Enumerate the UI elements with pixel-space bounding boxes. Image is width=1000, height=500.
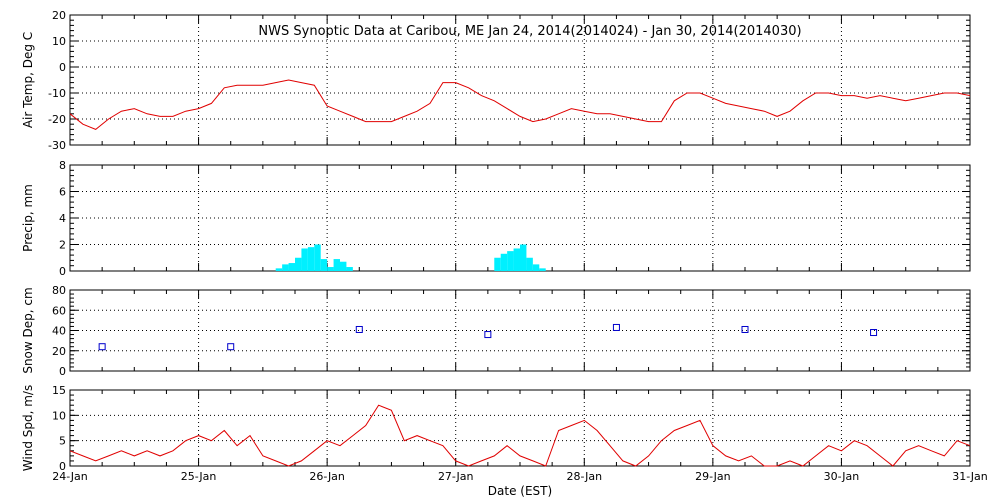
- precip-bar: [494, 257, 501, 271]
- precip-bar: [513, 248, 520, 271]
- precip-bar: [307, 247, 315, 271]
- wind-speed-ytick-label: 10: [52, 409, 66, 422]
- wind-speed-axis-label: Wind Spd, m/s: [21, 385, 35, 471]
- precip-bar: [327, 267, 334, 271]
- snow-depth-point: [870, 329, 878, 337]
- precip-ytick-label: 6: [59, 186, 66, 199]
- precip-bar: [288, 263, 295, 271]
- air-temp-ytick-label: 20: [52, 9, 66, 22]
- snow-depth-point: [484, 331, 492, 339]
- precip-bar: [275, 268, 283, 271]
- x-tick-label: 28-Jan: [567, 470, 603, 483]
- precip-bar: [301, 248, 308, 271]
- snow-depth-ytick-label: 80: [52, 284, 66, 297]
- precip-bar: [500, 253, 508, 271]
- wind-speed-series-line: [69, 404, 971, 467]
- air-temp-ytick-label: -10: [48, 87, 66, 100]
- precip-ytick-label: 2: [59, 239, 66, 252]
- precip-bar: [295, 257, 302, 271]
- snow-depth-ytick-label: 20: [52, 345, 66, 358]
- precip-ytick-label: 4: [59, 212, 66, 225]
- precip-bar: [520, 244, 527, 271]
- precip-bar: [532, 264, 540, 271]
- precip-bar: [526, 257, 533, 271]
- snow-depth-point: [98, 343, 106, 351]
- x-tick-label: 25-Jan: [181, 470, 217, 483]
- air-temp-ytick-label: -20: [48, 113, 66, 126]
- x-tick-label: 31-Jan: [952, 470, 988, 483]
- wind-speed-frame: [69, 389, 971, 467]
- precip-ytick-label: 0: [59, 265, 66, 278]
- precip-bar: [282, 264, 289, 271]
- precip-bar: [333, 259, 340, 271]
- air-temp-series-line: [69, 79, 971, 130]
- precip-bar: [314, 244, 321, 271]
- air-temp-ytick-label: 10: [52, 35, 66, 48]
- snow-depth-ytick-label: 60: [52, 304, 66, 317]
- snow-depth-axis-label: Snow Dep, cm: [21, 287, 35, 373]
- x-tick-label: 26-Jan: [309, 470, 345, 483]
- x-axis-label: Date (EST): [488, 484, 552, 498]
- x-tick-label: 27-Jan: [438, 470, 474, 483]
- precip-bar: [340, 261, 347, 271]
- precip-axis-label: Precip, mm: [21, 184, 35, 252]
- air-temp-ytick-label: -30: [48, 139, 66, 152]
- snow-depth-point: [741, 325, 749, 333]
- snow-depth-point: [227, 343, 235, 351]
- wind-speed-ytick-label: 5: [59, 435, 66, 448]
- x-tick-label: 24-Jan: [52, 470, 88, 483]
- chart-title: NWS Synoptic Data at Caribou, ME Jan 24,…: [258, 24, 801, 39]
- snow-depth-ytick-label: 0: [59, 365, 66, 378]
- precip-bar: [539, 268, 546, 271]
- precip-bar: [320, 259, 328, 271]
- x-tick-label: 30-Jan: [824, 470, 860, 483]
- precip-bar: [507, 251, 514, 271]
- x-tick-label: 29-Jan: [695, 470, 731, 483]
- wind-speed-ytick-label: 0: [59, 460, 66, 473]
- snow-depth-point: [612, 323, 620, 331]
- air-temp-axis-label: Air Temp, Deg C: [21, 32, 35, 128]
- snow-depth-point: [355, 325, 363, 333]
- air-temp-ytick-label: 0: [59, 61, 66, 74]
- precip-ytick-label: 8: [59, 159, 66, 172]
- snow-depth-ytick-label: 40: [52, 325, 66, 338]
- precip-bar: [346, 267, 353, 271]
- wind-speed-ytick-label: 15: [52, 384, 66, 397]
